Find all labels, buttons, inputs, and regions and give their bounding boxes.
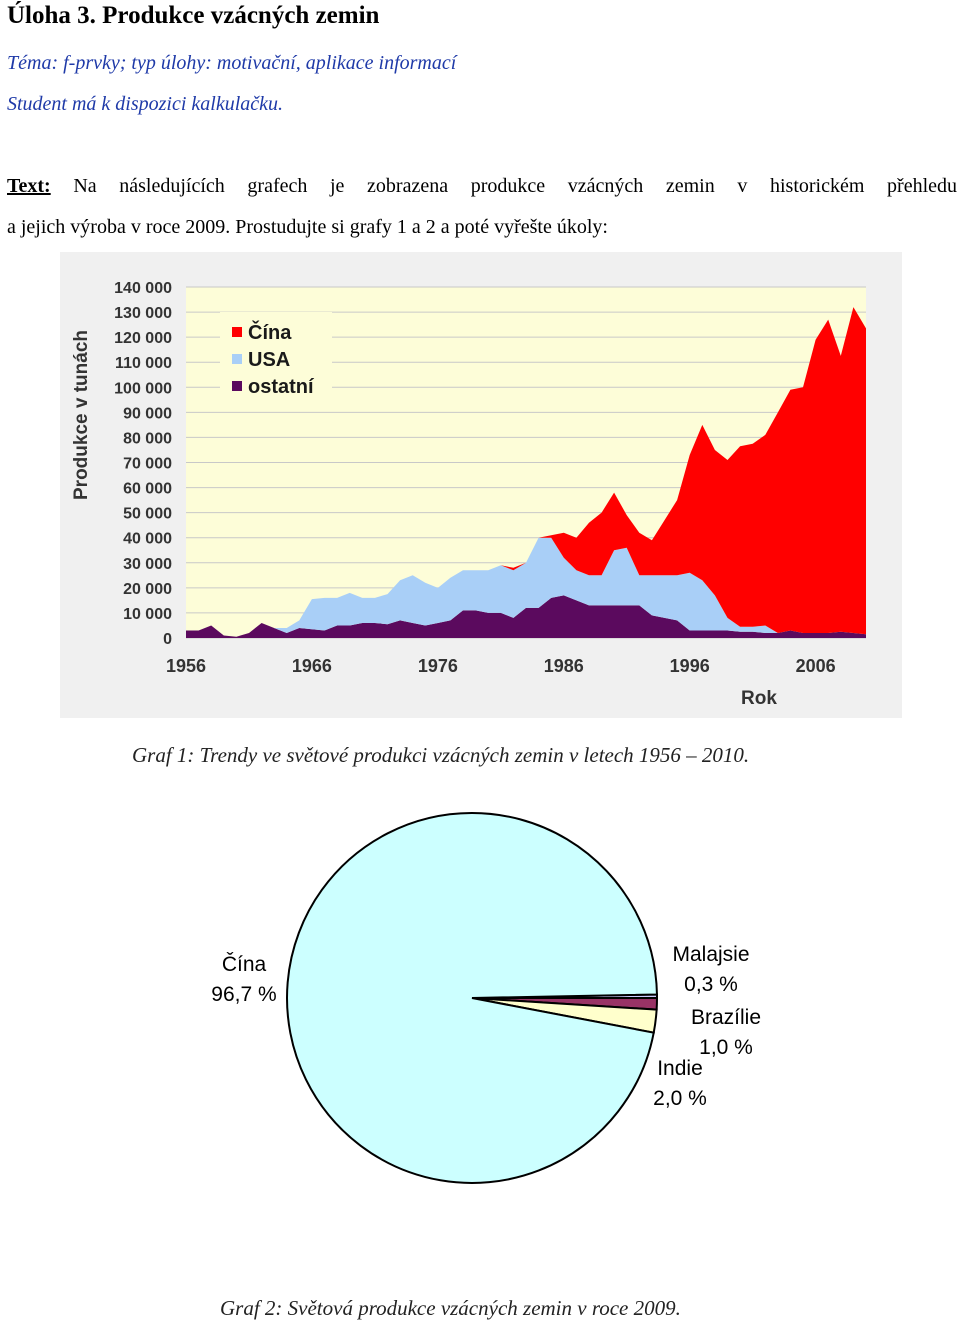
y-tick-label: 80 000: [123, 430, 172, 447]
y-tick-label: 130 000: [114, 305, 172, 322]
student-line: Student má k dispozici kalkulačku.: [7, 93, 284, 115]
x-tick-label: 1996: [670, 656, 710, 676]
pie-slice-Čína: [286, 812, 658, 1184]
y-tick-label: 120 000: [114, 330, 172, 347]
area-series-Čína: [186, 307, 866, 637]
y-tick-label: 70 000: [123, 456, 172, 473]
pie-chart: Čína 96,7 % Indie 2,0 % Brazílie 1,0 % Malajsi…: [211, 812, 761, 1184]
topic-line: Téma: f-prvky; typ úlohy: motivační, apl…: [7, 52, 457, 74]
pie-label-value: 2,0 %: [653, 1087, 707, 1110]
chart-1-caption: Graf 1: Trendy ve světové produkci vzácn…: [132, 743, 750, 767]
y-tick-label: 50 000: [123, 506, 172, 523]
y-tick-label: 110 000: [115, 355, 172, 372]
y-tick-label: 90 000: [123, 405, 172, 422]
pie-label-value: 0,3 %: [684, 973, 738, 996]
legend-label: Čína: [248, 320, 292, 344]
area-series-ostatní: [186, 595, 866, 638]
x-tick-label: 2006: [796, 656, 836, 676]
y-tick-label: 100 000: [114, 380, 172, 397]
pie-label-value: 1,0 %: [699, 1036, 753, 1059]
pie-label-name: Brazílie: [691, 1006, 761, 1029]
y-tick-label: 60 000: [123, 481, 172, 498]
y-tick-label: 20 000: [123, 581, 172, 598]
chart-2-caption: Graf 2: Světová produkce vzácných zemin …: [220, 1296, 681, 1320]
legend-swatch: [232, 381, 242, 391]
legend-label: ostatní: [248, 376, 315, 398]
text-line-2: a jejich výroba v roce 2009. Prostudujte…: [7, 216, 608, 238]
text-label: Text:: [7, 175, 51, 197]
area-series-USA: [186, 537, 866, 637]
x-tick-label: 1976: [418, 656, 458, 676]
y-axis-label: Produkce v tunách: [71, 330, 92, 500]
text-paragraph-line-1: Text: Na následujících grafech je zobraz…: [7, 175, 957, 198]
y-tick-label: 30 000: [123, 556, 172, 573]
page-title: Úloha 3. Produkce vzácných zemin: [7, 2, 380, 29]
y-tick-label: 140 000: [114, 280, 172, 297]
x-axis-label: Rok: [741, 688, 777, 709]
area-chart: 0 10 000 20 000 30 000 40 000 50 000 60 000 70 …: [60, 252, 902, 718]
legend-swatch: [232, 327, 242, 337]
y-tick-label: 0: [163, 631, 172, 648]
pie-label-name: Malajsie: [672, 943, 749, 966]
text-line-1: Na následujících grafech je zobrazena pr…: [50, 175, 957, 197]
y-tick-label: 10 000: [123, 606, 172, 623]
x-tick-label: 1956: [166, 656, 206, 676]
y-tick-label: 40 000: [123, 531, 172, 548]
pie-label-name: Indie: [657, 1057, 703, 1080]
x-tick-label: 1966: [292, 656, 332, 676]
legend-label: USA: [248, 349, 290, 371]
pie-label-name: Čína: [222, 953, 267, 976]
pie-label-value: 96,7 %: [211, 983, 276, 1006]
legend-swatch: [232, 354, 242, 364]
x-tick-label: 1986: [544, 656, 584, 676]
